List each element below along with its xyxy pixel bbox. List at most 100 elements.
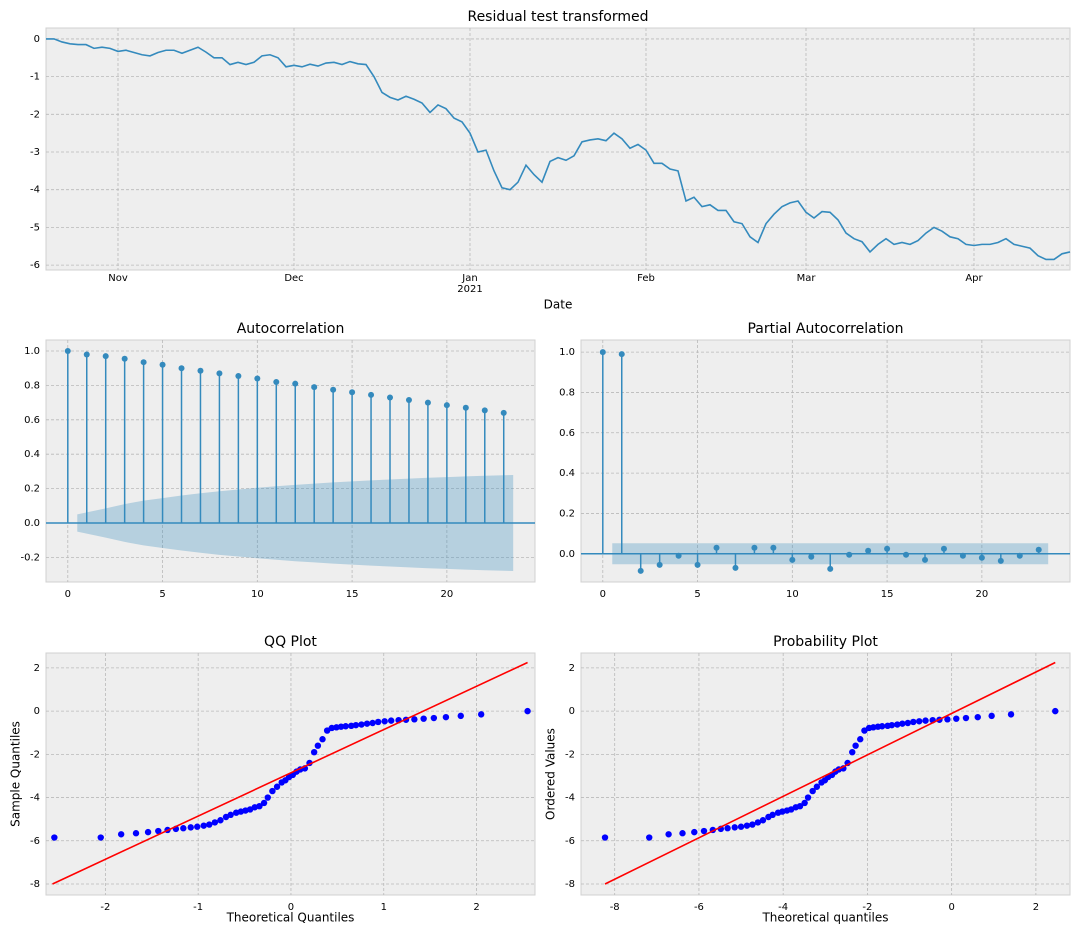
y-tick-label: -2 bbox=[30, 749, 40, 760]
scatter-point bbox=[358, 721, 365, 728]
scatter-point bbox=[852, 742, 859, 749]
y-tick-label: 1.0 bbox=[559, 347, 575, 358]
y-tick-label: -2 bbox=[30, 109, 40, 120]
stem-marker bbox=[637, 567, 644, 574]
y-tick-label: 0.0 bbox=[559, 549, 575, 560]
y-tick-label: 0 bbox=[569, 706, 575, 717]
x-axis-label: Date bbox=[544, 298, 573, 312]
x-tick-label: Apr bbox=[965, 273, 983, 284]
chart-title: Autocorrelation bbox=[237, 321, 345, 337]
stem-marker bbox=[827, 565, 834, 572]
scatter-point bbox=[813, 783, 821, 790]
scatter-point bbox=[953, 715, 960, 722]
chart-title: QQ Plot bbox=[264, 634, 317, 650]
stem-marker bbox=[349, 389, 356, 396]
scatter-point bbox=[194, 823, 201, 830]
stem-marker bbox=[865, 547, 872, 554]
stem-marker bbox=[675, 552, 682, 559]
y-tick-label: -6 bbox=[30, 836, 40, 847]
y-tick-label: 2 bbox=[569, 663, 575, 674]
y-axis-label: Ordered Values bbox=[544, 728, 558, 820]
scatter-point bbox=[381, 718, 388, 725]
scatter-point bbox=[420, 715, 427, 722]
stem-marker bbox=[1016, 552, 1023, 559]
x-tick-label: 5 bbox=[694, 589, 700, 600]
x-tick-label: -4 bbox=[778, 902, 788, 913]
x-tick-label: Mar bbox=[796, 273, 816, 284]
y-tick-label: -4 bbox=[30, 185, 40, 196]
scatter-point bbox=[646, 834, 653, 841]
plot-background bbox=[580, 652, 1071, 896]
stem-marker bbox=[656, 561, 663, 568]
scatter-point bbox=[1052, 707, 1059, 715]
y-tick-label: -0.2 bbox=[20, 552, 40, 563]
scatter-point bbox=[910, 718, 917, 726]
x-tick-label: 20 bbox=[440, 589, 453, 600]
scatter-point bbox=[374, 718, 382, 726]
scatter-point bbox=[352, 721, 360, 729]
y-tick-label: 2 bbox=[34, 663, 40, 674]
stem-marker bbox=[330, 386, 337, 393]
scatter-point bbox=[754, 819, 762, 826]
scatter-point bbox=[310, 748, 318, 756]
scatter-point bbox=[801, 799, 808, 807]
scatter-point bbox=[974, 713, 981, 721]
scatter-point bbox=[601, 834, 609, 841]
y-tick-label: -6 bbox=[565, 836, 575, 847]
x-axis-label: Theoretical Quantiles bbox=[226, 911, 355, 925]
scatter-point bbox=[988, 712, 995, 720]
y-tick-label: -8 bbox=[30, 879, 40, 890]
scatter-point bbox=[264, 794, 271, 801]
scatter-point bbox=[769, 811, 776, 819]
stem-marker bbox=[102, 353, 109, 360]
stem-marker bbox=[770, 544, 777, 551]
stem-marker bbox=[732, 564, 739, 571]
scatter-point bbox=[904, 719, 912, 727]
scatter-point bbox=[743, 822, 751, 829]
stem-marker bbox=[405, 397, 412, 404]
x-tick-label: -6 bbox=[694, 902, 704, 913]
stem-marker bbox=[159, 361, 166, 368]
stem-marker bbox=[387, 394, 394, 401]
y-tick-label: 0 bbox=[34, 34, 40, 45]
scatter-point bbox=[749, 821, 756, 828]
y-tick-label: -4 bbox=[30, 793, 40, 804]
y-tick-label: 0 bbox=[34, 706, 40, 717]
stem-marker bbox=[940, 545, 947, 552]
stem-marker bbox=[197, 367, 204, 374]
scatter-point bbox=[206, 821, 213, 828]
stem-marker bbox=[997, 557, 1004, 564]
stem-marker bbox=[292, 380, 299, 387]
stem-marker bbox=[216, 370, 223, 377]
stem-marker bbox=[481, 407, 488, 414]
scatter-point bbox=[878, 723, 886, 730]
chart-title: Partial Autocorrelation bbox=[747, 321, 903, 337]
scatter-point bbox=[273, 783, 281, 790]
scatter-point bbox=[888, 721, 896, 729]
x-tick-label: 0 bbox=[600, 589, 606, 600]
x-tick-label: -2 bbox=[100, 902, 110, 913]
stem-marker bbox=[462, 404, 469, 411]
y-tick-label: 0.6 bbox=[559, 428, 575, 439]
stem-marker bbox=[884, 545, 891, 552]
x-tick-label: Feb bbox=[637, 273, 655, 284]
scatter-point bbox=[679, 830, 686, 837]
scatter-point bbox=[144, 828, 152, 836]
scatter-point bbox=[155, 827, 162, 835]
stem-marker bbox=[500, 409, 507, 416]
scatter-point bbox=[430, 714, 438, 722]
scatter-point bbox=[442, 713, 450, 721]
scatter-point bbox=[369, 719, 376, 727]
y-tick-label: -3 bbox=[30, 147, 40, 158]
y-tick-label: 0.2 bbox=[24, 484, 40, 495]
stem-marker bbox=[64, 348, 71, 355]
scatter-point bbox=[260, 799, 268, 807]
scatter-point bbox=[319, 736, 326, 743]
plot-background bbox=[45, 339, 536, 583]
scatter-point bbox=[269, 787, 276, 795]
scatter-point bbox=[796, 802, 804, 810]
stem-marker bbox=[789, 556, 796, 563]
stem-marker bbox=[273, 378, 280, 385]
scatter-point bbox=[363, 720, 371, 727]
stem-marker bbox=[713, 544, 720, 551]
